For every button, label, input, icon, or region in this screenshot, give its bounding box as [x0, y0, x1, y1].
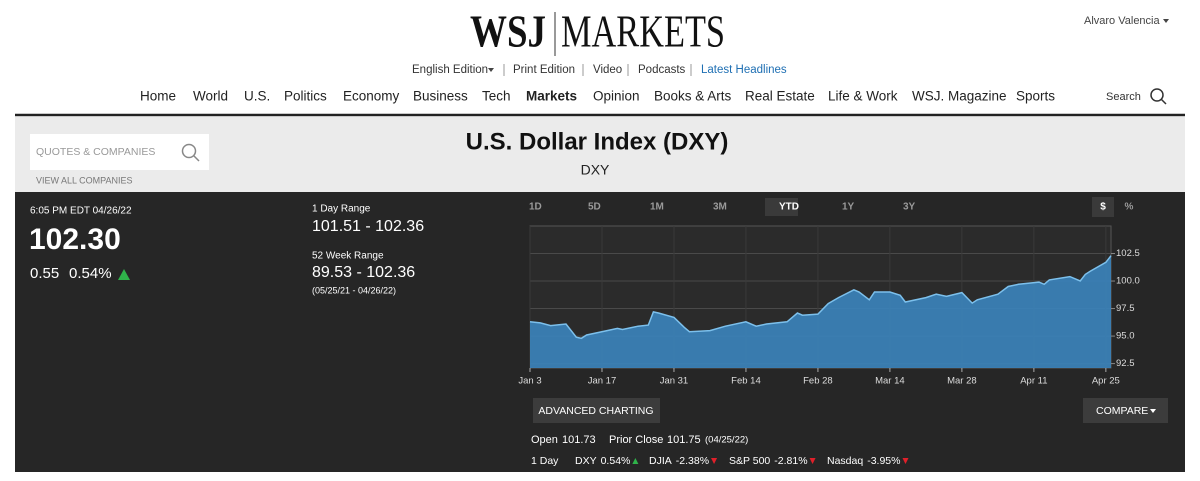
button-label: COMPARE: [1096, 405, 1148, 417]
quote-timestamp: 6:05 PM EDT 04/26/22: [30, 206, 132, 217]
search-icon[interactable]: [1150, 88, 1167, 105]
y-tick-label: 97.5: [1116, 303, 1135, 314]
x-tick-label: Jan 17: [588, 376, 617, 387]
chart-unit[interactable]: %: [1125, 202, 1134, 213]
unit-highlight: [1092, 197, 1114, 217]
chart-tabs: 1D 5D 1M 3M YTD 1Y 3Y $%: [529, 197, 1134, 217]
quote-price: 102.30: [29, 223, 121, 256]
range-value: 89.53 - 102.36: [312, 264, 415, 281]
advanced-charting-button[interactable]: [533, 398, 660, 423]
subnav-link[interactable]: Video: [593, 64, 622, 76]
nav-link[interactable]: Business: [413, 89, 468, 104]
subnav-link[interactable]: Podcasts: [638, 64, 686, 76]
nav-link[interactable]: Home: [140, 89, 176, 104]
quote-search-icon[interactable]: [181, 143, 200, 162]
y-tick-label: 92.5: [1116, 358, 1135, 369]
nav-link[interactable]: Markets: [526, 89, 577, 104]
mover-change: 0.54%: [601, 455, 631, 467]
mover-name: DXY: [575, 455, 597, 467]
y-tick-label: 102.5: [1116, 248, 1140, 259]
quote-search-placeholder: QUOTES & COMPANIES: [36, 146, 155, 158]
up-arrow: [118, 269, 130, 280]
mover-name: Nasdaq: [827, 455, 863, 467]
stat-date: (04/25/22): [705, 435, 748, 446]
mover-name: DJIA: [649, 455, 672, 467]
nav-link[interactable]: Economy: [343, 89, 400, 104]
nav-link[interactable]: Opinion: [593, 89, 640, 104]
chart-tab[interactable]: 1Y: [842, 202, 855, 213]
stat-value: 101.75: [667, 434, 701, 446]
y-tick-label: 100.0: [1116, 276, 1140, 287]
quote-search-box[interactable]: [30, 134, 209, 170]
movers: DXY 0.54% DJIA -2.38% S&P 500 -2.81% Nasdaq -3.…: [575, 455, 909, 467]
edition-caret[interactable]: [488, 68, 494, 72]
logo-markets[interactable]: MARKETS: [561, 6, 725, 57]
view-all-link[interactable]: VIEW ALL COMPANIES: [36, 175, 133, 185]
movers-label: 1 Day: [531, 455, 559, 467]
mover-change: -2.38%: [676, 455, 709, 467]
down-arrow: [809, 458, 816, 464]
mover-change: -2.81%: [774, 455, 807, 467]
compare-caret: [1150, 409, 1156, 413]
y-tick-label: 95.0: [1116, 331, 1135, 342]
range-dates: (05/25/21 - 04/26/22): [312, 285, 396, 295]
logo-wsj[interactable]: WSJ: [470, 6, 546, 57]
stat-value: 101.73: [562, 434, 596, 446]
stat-label: Open: [531, 434, 558, 446]
x-tick-label: Mar 28: [947, 376, 977, 387]
chart-tab[interactable]: 3Y: [903, 202, 916, 213]
mover-change: -3.95%: [867, 455, 900, 467]
nav-link[interactable]: Real Estate: [745, 89, 815, 104]
range-label: 1 Day Range: [312, 204, 371, 215]
button-label: ADVANCED CHARTING: [538, 405, 653, 417]
stat-label: Prior Close: [609, 434, 663, 446]
x-tick-label: Apr 11: [1020, 376, 1047, 387]
tab-highlight: [765, 198, 798, 216]
subnav-link[interactable]: Latest Headlines: [701, 64, 787, 76]
range-label: 52 Week Range: [312, 251, 384, 262]
down-arrow: [711, 458, 718, 464]
down-arrow: [902, 458, 909, 464]
x-tick-label: Jan 3: [518, 376, 541, 387]
subnav-link[interactable]: Print Edition: [513, 64, 575, 76]
user-name[interactable]: Alvaro Valencia: [1084, 15, 1160, 27]
nav-link[interactable]: Tech: [482, 89, 511, 104]
chart-tab[interactable]: 5D: [588, 202, 601, 213]
quote-change-pct: 0.54%: [69, 265, 112, 282]
user-caret[interactable]: [1163, 19, 1169, 23]
x-tick-label: Feb 14: [731, 376, 761, 387]
range-value: 101.51 - 102.36: [312, 218, 424, 235]
x-tick-label: Feb 28: [803, 376, 833, 387]
chart-tab[interactable]: YTD: [779, 202, 799, 213]
chart-tab[interactable]: 3M: [713, 202, 727, 213]
nav-link[interactable]: Books & Arts: [654, 89, 732, 104]
x-tick-label: Jan 31: [660, 376, 689, 387]
x-tick-label: Apr 25: [1092, 376, 1120, 387]
nav-link[interactable]: Sports: [1016, 89, 1055, 104]
up-arrow: [632, 458, 639, 464]
line: [529, 255, 1112, 340]
search-label[interactable]: Search: [1106, 91, 1141, 103]
x-tick-label: Mar 14: [875, 376, 905, 387]
main-nav: Home World U.S. Politics Economy Business Tech…: [140, 89, 1055, 104]
nav-link[interactable]: Politics: [284, 89, 327, 104]
nav-link[interactable]: Life & Work: [828, 89, 898, 104]
chart: 92.5 95.0 97.5 100.0 102.5 Jan 3 Jan 17 Jan 31 F…: [518, 225, 1140, 387]
instrument-symbol: DXY: [581, 162, 610, 178]
nav-link[interactable]: World: [193, 89, 228, 104]
chart-tab[interactable]: 1D: [529, 202, 542, 213]
subnav-link[interactable]: English Edition: [412, 64, 488, 76]
chart-tab[interactable]: 1M: [650, 202, 664, 213]
quote-change: 0.55: [30, 265, 59, 282]
mover-name: S&P 500: [729, 455, 770, 467]
chart-unit[interactable]: $: [1100, 202, 1106, 213]
nav-link[interactable]: U.S.: [244, 89, 270, 104]
instrument-title: U.S. Dollar Index (DXY): [466, 128, 729, 155]
title-band: [15, 117, 1185, 192]
nav-link[interactable]: WSJ. Magazine: [912, 89, 1007, 104]
